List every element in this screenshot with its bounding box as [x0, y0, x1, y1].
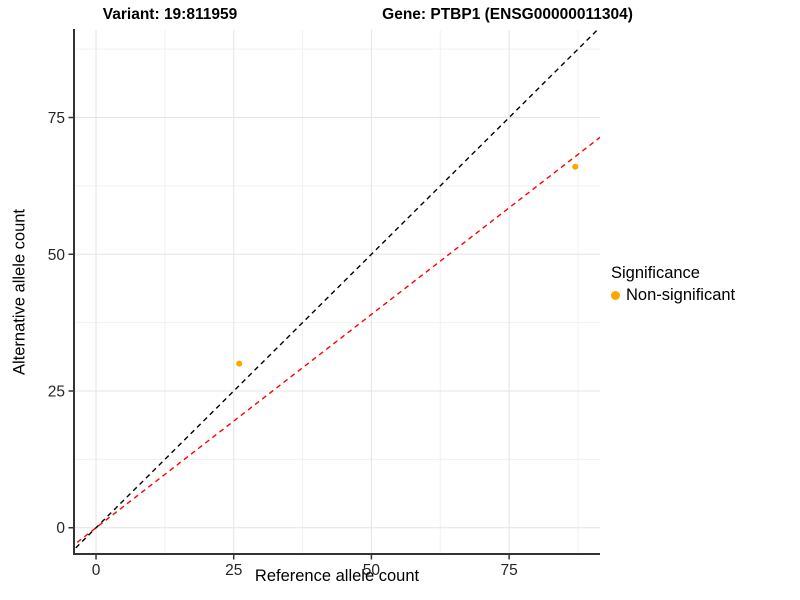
- legend-item-non-significant: Non-significant: [611, 284, 735, 306]
- legend-item-label: Non-significant: [626, 286, 736, 304]
- identity-line: [74, 30, 599, 551]
- legend: Significance Non-significant: [611, 262, 735, 306]
- x-tick-label: 0: [92, 562, 101, 579]
- data-point: [572, 163, 579, 170]
- y-tick-label: 0: [56, 520, 65, 537]
- y-tick-label: 75: [48, 110, 65, 127]
- legend-title: Significance: [611, 264, 700, 282]
- reference-lines: [74, 30, 600, 551]
- y-axis-label: Alternative allele count: [10, 208, 29, 376]
- variant-title: Variant: 19:811959: [102, 6, 238, 23]
- x-tick-label: 75: [500, 562, 517, 579]
- data-point: [236, 360, 243, 367]
- y-tick-label: 25: [48, 384, 65, 401]
- x-axis-label: Reference allele count: [254, 567, 420, 585]
- fit-line: [74, 136, 600, 546]
- y-tick-label: 50: [48, 247, 66, 264]
- x-tick-label: 50: [363, 562, 381, 579]
- gene-title: Gene: PTBP1 (ENSG00000011304): [382, 6, 633, 23]
- legend-point-icon: [611, 290, 620, 300]
- x-tick-label: 25: [225, 562, 242, 579]
